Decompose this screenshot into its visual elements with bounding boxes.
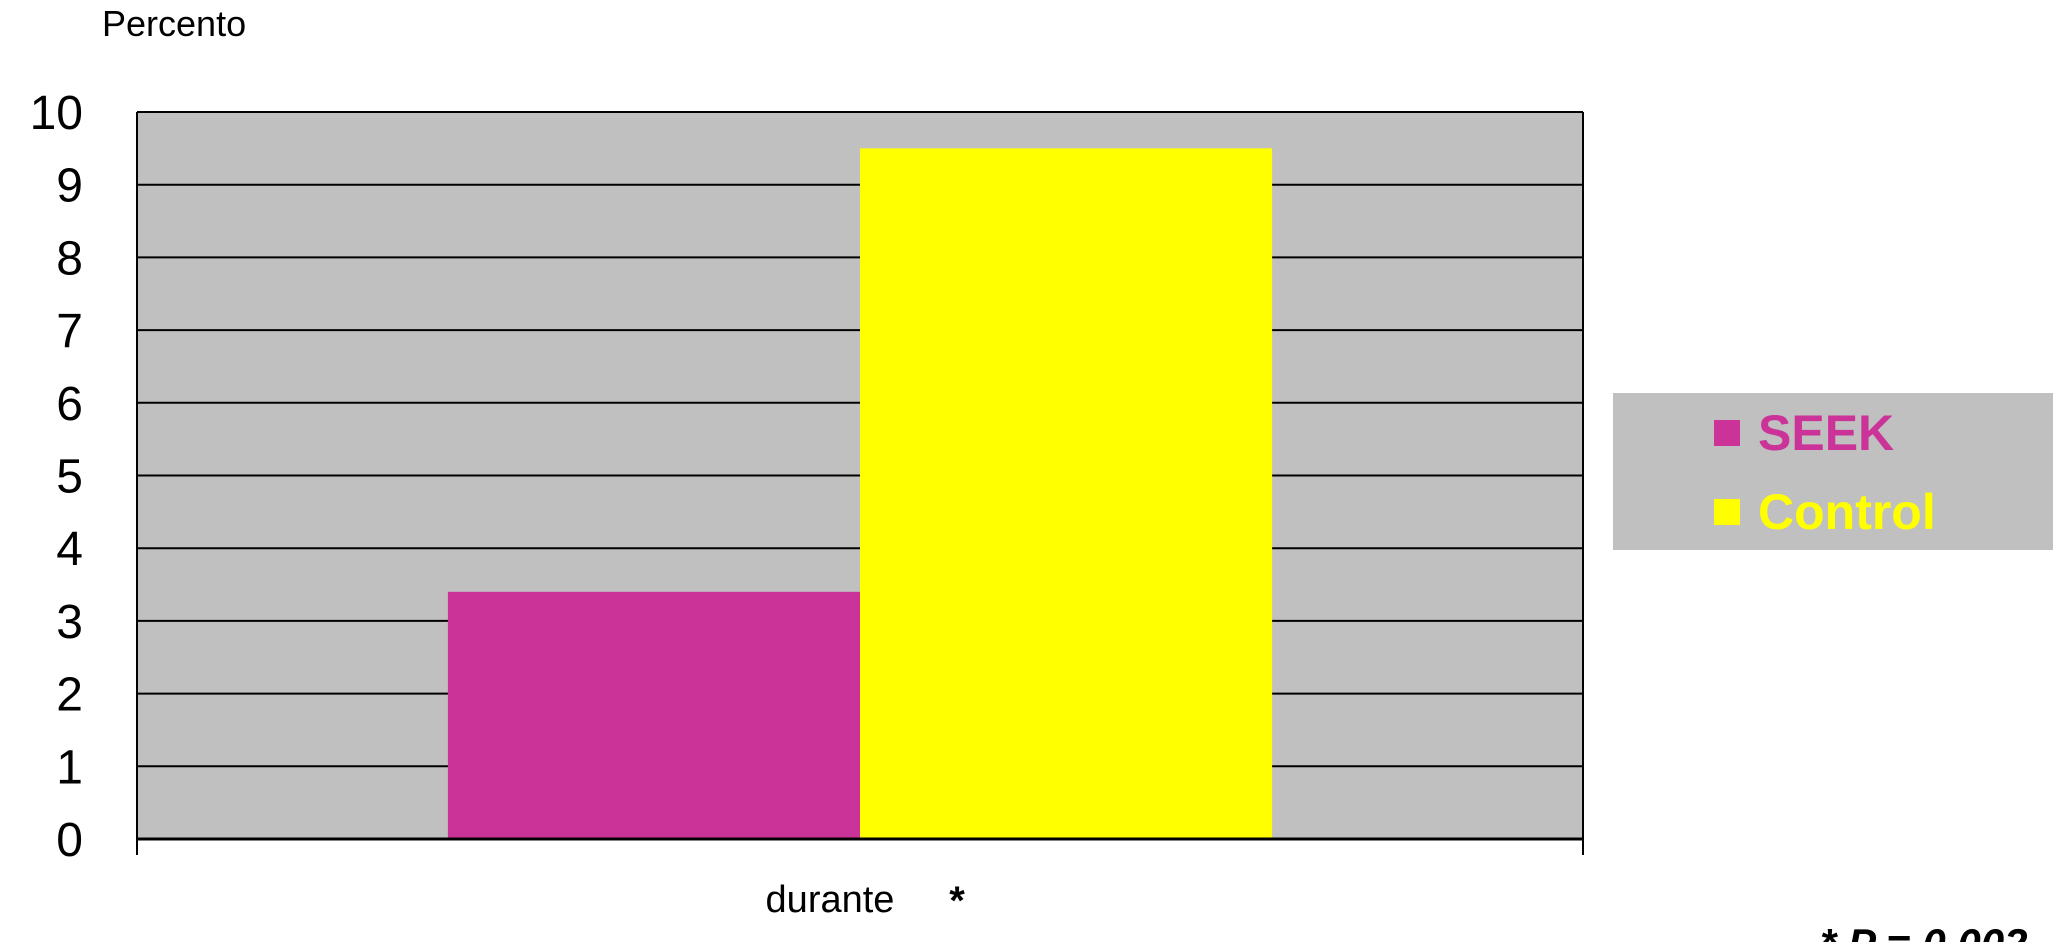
plot-area: 0 1 2 3 4 5 6 7 8 9 10 durante [30, 87, 1584, 921]
y-tick-label: 9 [56, 160, 83, 213]
y-tick-label: 2 [56, 669, 83, 722]
y-tick-label: 0 [56, 814, 83, 867]
legend: SEEK Control [1613, 393, 2053, 550]
bar-control [860, 148, 1273, 840]
legend-swatch-seek [1714, 420, 1740, 446]
legend-box [1613, 393, 2053, 550]
x-tick-label: durante [766, 879, 895, 921]
legend-swatch-control [1714, 499, 1740, 525]
y-axis-title: Percento [102, 3, 246, 44]
y-tick-label: 8 [56, 232, 83, 285]
legend-label-control: Control [1758, 484, 1936, 540]
legend-label-seek: SEEK [1758, 405, 1894, 461]
y-tick-label: 7 [56, 305, 83, 358]
y-tick-label: 4 [56, 523, 83, 576]
y-tick-label: 5 [56, 451, 83, 504]
bar-seek [447, 591, 860, 839]
y-tick-label: 1 [56, 741, 83, 794]
footnote: * P = 0.002 [1820, 920, 2027, 942]
y-tick-label: 6 [56, 378, 83, 431]
y-tick-label: 3 [56, 596, 83, 649]
x-category-marker: * [949, 879, 965, 923]
y-tick-label: 10 [30, 87, 83, 140]
